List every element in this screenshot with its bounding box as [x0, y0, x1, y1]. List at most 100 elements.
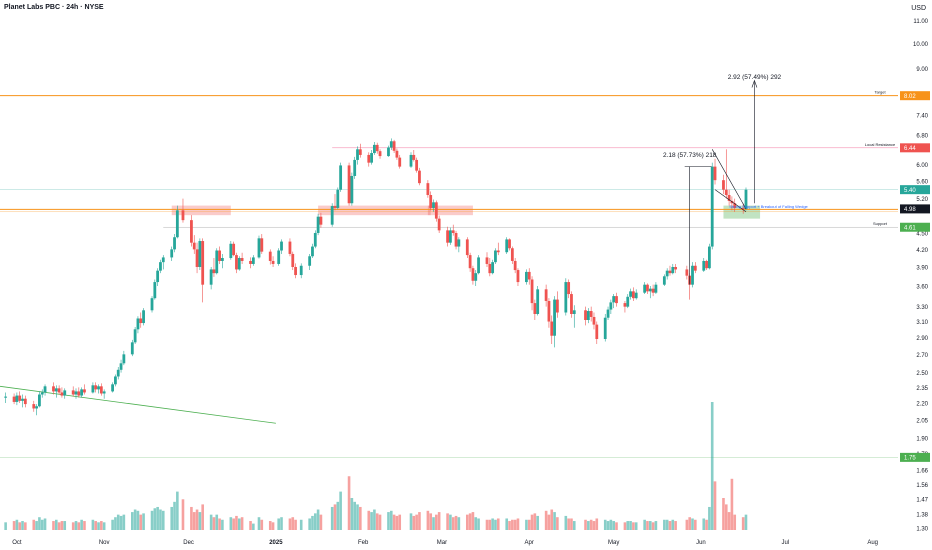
- volume-bar: [181, 499, 185, 530]
- volume-bar: [432, 517, 435, 530]
- candle-body: [150, 298, 154, 311]
- candle-body: [564, 282, 568, 313]
- volume-bar: [74, 521, 78, 530]
- candle-body: [606, 309, 610, 318]
- candle-body: [209, 269, 213, 285]
- candle-body: [192, 242, 196, 250]
- resistance-zone: [427, 205, 473, 216]
- volume-bar: [668, 521, 672, 530]
- volume-bar: [339, 491, 342, 530]
- volume-bar: [80, 519, 83, 530]
- volume-bar: [280, 517, 283, 530]
- candle-body: [280, 241, 283, 251]
- y-tick-label: 1.90: [916, 436, 928, 442]
- chart-annotation: 2.92 (57.49%) 292: [728, 74, 782, 81]
- volume-bar: [474, 517, 478, 530]
- volume-bar: [268, 521, 272, 530]
- candle-body: [496, 250, 500, 253]
- y-tick-label: 11.00: [913, 19, 928, 25]
- candle-body: [631, 291, 635, 299]
- x-tick-label: Dec: [183, 540, 194, 546]
- candle-body: [387, 147, 390, 157]
- y-tick-label: 4.20: [916, 248, 928, 254]
- volume-bar: [4, 522, 7, 530]
- volume-bar: [550, 509, 554, 530]
- y-tick-label: 2.35: [916, 386, 928, 392]
- x-tick-label: Mar: [437, 540, 447, 546]
- volume-bar: [333, 504, 337, 530]
- candle-body: [634, 292, 638, 299]
- candle-body: [356, 149, 359, 160]
- volume-bar: [508, 521, 511, 530]
- volume-bar: [708, 506, 711, 530]
- candle-body: [744, 189, 748, 209]
- candle-body: [527, 271, 531, 280]
- volume-bar: [663, 519, 666, 530]
- volume-bar: [685, 519, 689, 530]
- volume-bar: [572, 521, 576, 530]
- candle-body: [353, 159, 357, 176]
- volume-bar: [727, 512, 731, 530]
- candle-body: [516, 270, 520, 283]
- candle-body: [468, 255, 472, 269]
- candle-body: [142, 310, 145, 324]
- candle-body: [153, 282, 157, 299]
- volume-bar: [356, 504, 359, 530]
- volume-bar: [449, 514, 452, 530]
- level-label: Local Resistance: [865, 142, 896, 147]
- volume-bar: [359, 506, 362, 530]
- candle-body: [4, 396, 8, 398]
- volume-bar: [100, 521, 103, 530]
- volume-bar: [161, 510, 165, 530]
- resistance-zone: [318, 205, 431, 216]
- candle-body: [429, 195, 433, 208]
- volume-bar: [21, 521, 24, 530]
- volume-bar: [556, 517, 559, 530]
- candle-body: [218, 250, 221, 261]
- candle-body: [136, 318, 140, 330]
- volume-bar: [232, 518, 235, 530]
- price-tag-label: 8.02: [904, 94, 916, 100]
- volume-bar: [648, 521, 652, 530]
- volume-bar: [485, 519, 489, 530]
- candle-body: [99, 386, 103, 394]
- y-tick-label: 3.10: [916, 320, 928, 326]
- volume-bar: [201, 504, 204, 530]
- candle-body: [240, 258, 244, 261]
- volume-bar: [511, 519, 514, 530]
- volume-bar: [553, 512, 556, 530]
- candle-body: [584, 310, 587, 320]
- candle-body: [38, 394, 41, 407]
- candle-body: [488, 263, 492, 274]
- x-tick-label: Jun: [696, 540, 706, 546]
- volume-bar: [530, 514, 534, 530]
- volume-bar: [646, 521, 649, 530]
- volume-bar: [55, 519, 58, 530]
- volume-bar: [370, 512, 373, 530]
- y-tick-label: 2.90: [916, 336, 928, 342]
- price-tag-label: 1.75: [904, 456, 916, 462]
- volume-bar: [153, 508, 157, 530]
- volume-bar: [488, 519, 492, 530]
- candle-body: [229, 243, 233, 259]
- candle-body: [15, 395, 19, 402]
- candle-body: [665, 270, 669, 277]
- y-tick-label: 6.80: [916, 133, 928, 139]
- candle-body: [589, 311, 593, 317]
- y-tick-label: 1.56: [916, 483, 928, 489]
- candle-body: [232, 243, 236, 256]
- x-tick-label: May: [608, 540, 619, 546]
- volume-bar: [587, 521, 590, 530]
- candle-body: [505, 239, 509, 253]
- x-tick-label: Apr: [525, 540, 534, 546]
- price-tag: [900, 452, 930, 462]
- candle-body: [21, 398, 24, 401]
- volume-bar: [32, 519, 36, 530]
- candle-body: [119, 363, 123, 370]
- candle-body: [173, 237, 176, 250]
- candle-body: [705, 260, 708, 269]
- volume-bar: [654, 521, 658, 530]
- candle-body: [52, 386, 55, 392]
- volume-bar: [702, 518, 706, 530]
